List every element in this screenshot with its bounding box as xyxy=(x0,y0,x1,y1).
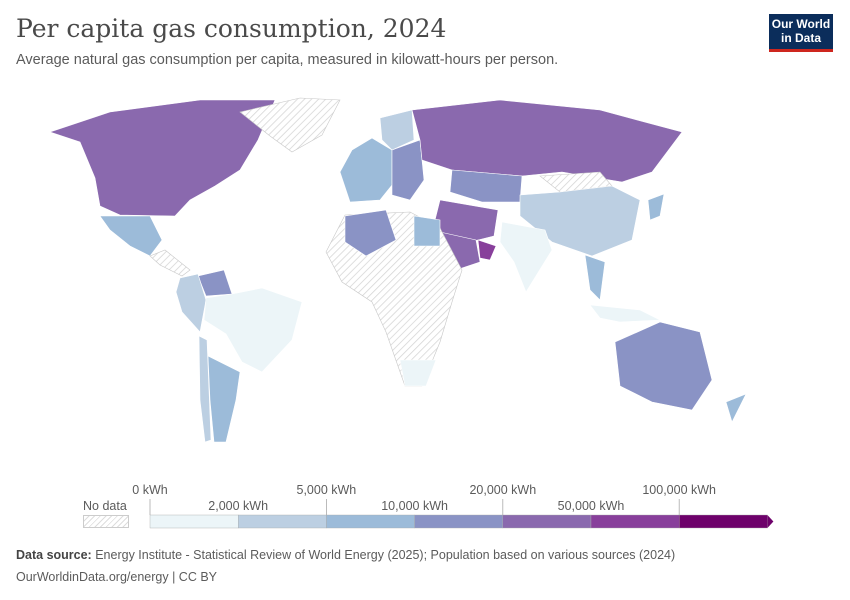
legend-bin-0[interactable] xyxy=(149,514,239,529)
world-map xyxy=(49,97,747,443)
region-qatar-uae[interactable] xyxy=(477,239,497,261)
legend-arrow xyxy=(767,515,774,528)
region-europe-east[interactable] xyxy=(391,139,425,201)
region-chile[interactable] xyxy=(198,335,212,443)
region-greenland[interactable] xyxy=(239,97,341,153)
region-mexico[interactable] xyxy=(99,215,163,257)
legend-bin-1[interactable] xyxy=(237,514,327,529)
legend-no-data-label: No data xyxy=(83,499,127,513)
chart-subtitle: Average natural gas consumption per capi… xyxy=(16,52,559,68)
region-southeast-asia[interactable] xyxy=(584,254,606,301)
source-text: Energy Institute - Statistical Review of… xyxy=(91,548,676,562)
region-japan[interactable] xyxy=(647,193,665,221)
chart-title: Per capita gas consumption, 2024 xyxy=(16,14,447,43)
region-colombia-peru[interactable] xyxy=(175,273,207,333)
legend-threshold-label: 50,000 kWh xyxy=(557,499,625,513)
region-egypt[interactable] xyxy=(413,215,441,247)
legend-threshold-label: 0 kWh xyxy=(132,483,168,497)
legend-bin-6[interactable] xyxy=(679,514,768,529)
legend-threshold-label: 10,000 kWh xyxy=(381,499,448,513)
source-url[interactable]: OurWorldinData.org/energy | CC BY xyxy=(16,570,218,584)
region-south-africa[interactable] xyxy=(399,359,437,387)
region-europe-west[interactable] xyxy=(339,137,393,203)
region-scandinavia[interactable] xyxy=(379,109,415,151)
region-new-zealand[interactable] xyxy=(725,393,747,423)
data-source: Data source: Energy Institute - Statisti… xyxy=(16,548,675,562)
legend-threshold-label: 2,000 kWh xyxy=(208,499,269,513)
legend-bin-4[interactable] xyxy=(502,514,592,529)
region-india[interactable] xyxy=(499,221,553,293)
legend-bin-3[interactable] xyxy=(414,514,504,529)
legend-bin-5[interactable] xyxy=(590,514,680,529)
region-central-asia[interactable] xyxy=(449,169,523,203)
region-china[interactable] xyxy=(519,185,641,257)
legend-threshold-label: 100,000 kWh xyxy=(642,483,717,497)
region-russia[interactable] xyxy=(411,99,683,183)
region-algeria[interactable] xyxy=(344,209,397,257)
source-label: Data source: xyxy=(16,548,92,562)
region-canada-usa[interactable] xyxy=(49,99,276,217)
region-brazil[interactable] xyxy=(203,287,303,373)
region-central-america[interactable] xyxy=(149,249,191,277)
region-australia[interactable] xyxy=(614,321,713,411)
legend-threshold-label: 20,000 kWh xyxy=(469,483,537,497)
region-argentina[interactable] xyxy=(207,355,241,443)
legend-no-data-swatch xyxy=(83,515,129,528)
region-indonesia[interactable] xyxy=(589,304,662,323)
legend-threshold-label: 5,000 kWh xyxy=(296,483,357,497)
owid-logo[interactable]: Our World in Data xyxy=(769,14,833,52)
legend-bin-2[interactable] xyxy=(326,514,415,529)
